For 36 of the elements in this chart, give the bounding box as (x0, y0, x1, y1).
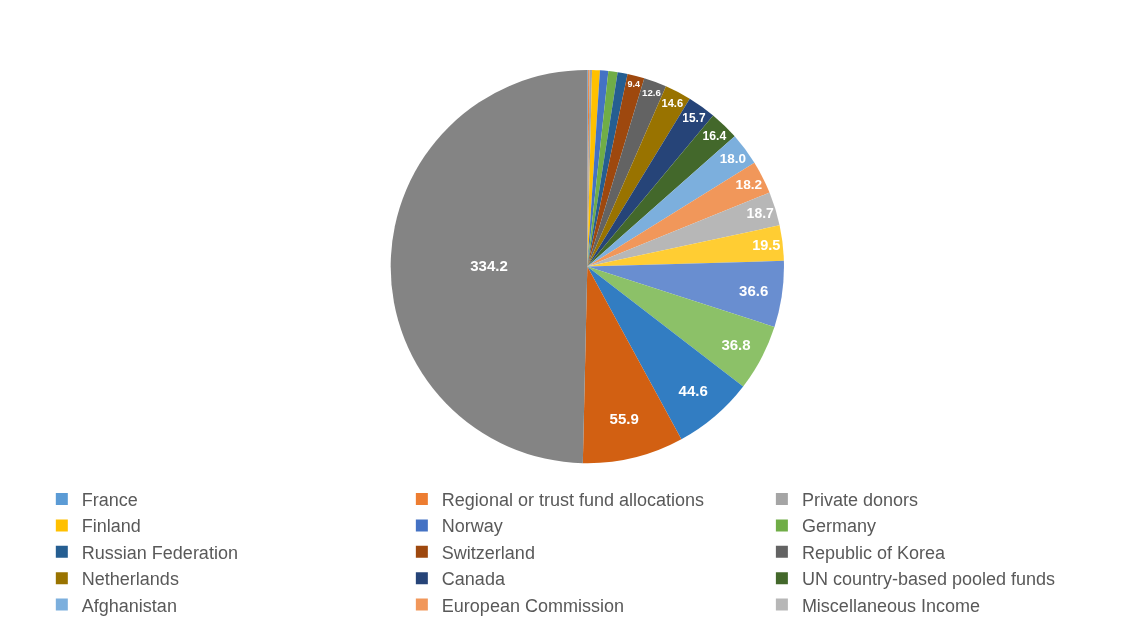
pie-slice (587, 266, 775, 387)
legend-label: Switzerland (441, 542, 535, 563)
data-label: 36.8 (721, 336, 751, 354)
legend-label: France (81, 490, 138, 511)
legend-label: European Commission (441, 595, 624, 616)
data-label: 55.9 (609, 409, 639, 427)
pie-slice (587, 225, 784, 267)
data-label: 44.6 (678, 381, 708, 399)
legend-label: Afghanistan (81, 595, 177, 616)
data-label: 18.0 (719, 151, 747, 167)
legend-label: Norway (441, 516, 503, 537)
data-label: 12.6 (642, 86, 662, 98)
legend-label: Finland (81, 516, 141, 537)
legend-label: Private donors (801, 490, 918, 511)
legend-label: UN country-based pooled funds (801, 569, 1056, 590)
pie-slice (390, 69, 588, 464)
data-label: 18.2 (735, 177, 763, 193)
legend-label: Miscellaneous Income (801, 595, 980, 616)
data-label: 18.7 (746, 205, 775, 222)
pie-slice (587, 72, 628, 267)
pie-slice (587, 192, 780, 267)
legend-label: Republic of Korea (801, 542, 946, 563)
legend-label: Canada (441, 569, 506, 590)
data-label: 15.7 (682, 110, 706, 125)
data-label: 334.2 (470, 256, 508, 274)
pie-slice (587, 260, 784, 327)
legend-label: Germany (801, 516, 876, 537)
data-label: 16.4 (702, 128, 727, 143)
data-label: 14.6 (661, 97, 684, 110)
data-label: 19.5 (752, 237, 781, 254)
legend-label: Russian Federation (81, 542, 238, 563)
data-label: 9.4 (627, 79, 641, 90)
data-label: 36.6 (739, 281, 769, 299)
legend-label: Netherlands (81, 569, 179, 590)
pie-slice (587, 70, 609, 267)
legend-label: Regional or trust fund allocations (441, 490, 705, 511)
